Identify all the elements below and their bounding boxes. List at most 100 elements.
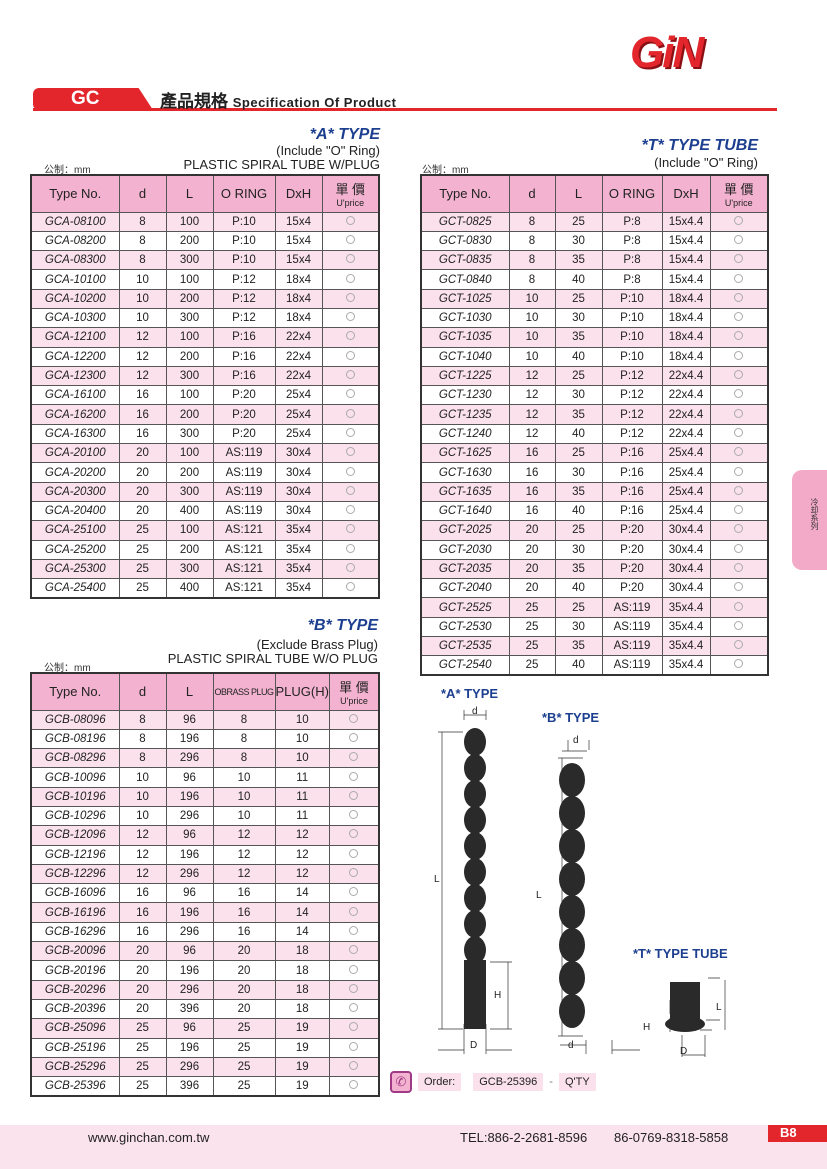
price-cell[interactable]: [709, 269, 769, 290]
price-cell[interactable]: [328, 941, 380, 962]
price-cell[interactable]: [709, 443, 769, 464]
price-cell[interactable]: [321, 385, 380, 406]
price-cell[interactable]: [709, 404, 769, 425]
type-no-cell: GCT-1625: [420, 443, 510, 464]
price-cell[interactable]: [709, 385, 769, 406]
price-cell[interactable]: [321, 539, 380, 560]
price-cell[interactable]: [709, 307, 769, 329]
price-cell[interactable]: [328, 844, 380, 865]
price-cell[interactable]: [328, 1076, 380, 1097]
price-cell[interactable]: [328, 979, 380, 1000]
type-no-cell: GCA-16300: [30, 423, 120, 445]
footer-website[interactable]: www.ginchan.com.tw: [88, 1130, 210, 1145]
price-cell[interactable]: [709, 500, 769, 522]
table-cell: 10: [508, 346, 556, 367]
price-cell[interactable]: [321, 269, 380, 290]
price-cell[interactable]: [321, 520, 380, 541]
price-cell[interactable]: [321, 578, 380, 599]
price-cell[interactable]: [321, 288, 380, 309]
price-cell[interactable]: [321, 443, 380, 464]
table-cell: 10: [274, 728, 330, 750]
table-cell: 20: [118, 941, 167, 962]
price-cell[interactable]: [321, 423, 380, 445]
type-no-cell: GCB-20396: [30, 998, 120, 1020]
type-no-cell: GCT-0825: [420, 211, 510, 232]
price-cell[interactable]: [709, 597, 769, 618]
price-circle-icon: [345, 543, 355, 553]
price-cn: 單 價: [339, 680, 369, 696]
price-cell[interactable]: [321, 327, 380, 348]
price-cell[interactable]: [709, 327, 769, 348]
price-cell[interactable]: [328, 748, 380, 769]
price-cell[interactable]: [328, 960, 380, 981]
price-cell[interactable]: [328, 728, 380, 750]
price-cell[interactable]: [321, 250, 380, 271]
price-cell[interactable]: [709, 558, 769, 580]
price-cell[interactable]: [709, 346, 769, 367]
price-cell[interactable]: [321, 365, 380, 387]
price-cell[interactable]: [328, 709, 380, 730]
price-cell[interactable]: [321, 462, 380, 483]
price-cell[interactable]: [709, 365, 769, 387]
table-cell: 300: [165, 481, 214, 502]
table-cell: P:20: [601, 539, 663, 560]
table-cell: 30x4: [274, 481, 323, 502]
price-circle-icon: [734, 427, 744, 437]
price-cell[interactable]: [709, 230, 769, 252]
price-cell[interactable]: [328, 902, 380, 923]
table-cell: 10: [508, 288, 556, 309]
table-cell: 12: [118, 825, 167, 846]
price-cell[interactable]: [709, 423, 769, 445]
table-cell: 25: [118, 1037, 167, 1058]
table-cell: 300: [165, 250, 214, 271]
price-cell[interactable]: [709, 616, 769, 638]
price-cell[interactable]: [709, 481, 769, 502]
price-cell[interactable]: [321, 211, 380, 232]
type-no-cell: GCT-2535: [420, 636, 510, 657]
price-cell[interactable]: [328, 921, 380, 943]
price-cell[interactable]: [328, 1056, 380, 1078]
table-t-type: Type No. d L O RING DxH 單 價 U'price GCT-0825 8 25…: [420, 174, 769, 677]
table-cell: 15x4.4: [661, 250, 711, 271]
table-cell: 20: [118, 500, 167, 522]
price-cell[interactable]: [709, 539, 769, 560]
type-no-cell: GCB-25196: [30, 1037, 120, 1058]
price-cell[interactable]: [321, 404, 380, 425]
side-tab-cooling-series[interactable]: 冷却系列: [792, 470, 827, 570]
price-cell[interactable]: [328, 863, 380, 885]
table-cell: 18x4.4: [661, 288, 711, 309]
b-type-heading: *B* TYPE: [307, 617, 378, 634]
price-circle-icon: [734, 331, 744, 341]
price-cell[interactable]: [321, 500, 380, 522]
table-cell: P:8: [601, 230, 663, 252]
price-cell[interactable]: [709, 655, 769, 676]
b-type-sub2: PLASTIC SPIRAL TUBE W/O PLUG: [167, 651, 378, 666]
table-cell: 196: [165, 960, 214, 981]
price-cell[interactable]: [328, 825, 380, 846]
price-cell[interactable]: [328, 1018, 380, 1039]
price-cell[interactable]: [328, 767, 380, 788]
price-cell[interactable]: [709, 636, 769, 657]
price-cell[interactable]: [709, 520, 769, 541]
table-cell: 15x4.4: [661, 230, 711, 252]
price-circle-icon: [345, 312, 355, 322]
price-cell[interactable]: [328, 1037, 380, 1058]
price-cell[interactable]: [709, 578, 769, 599]
type-no-cell: GCA-20300: [30, 481, 120, 502]
price-cell[interactable]: [328, 998, 380, 1020]
price-cell[interactable]: [321, 307, 380, 329]
price-cell[interactable]: [709, 462, 769, 483]
table-cell: 22x4.4: [661, 423, 711, 445]
price-cell[interactable]: [321, 481, 380, 502]
price-cell[interactable]: [328, 883, 380, 904]
price-cell[interactable]: [321, 230, 380, 252]
price-cell[interactable]: [709, 211, 769, 232]
table-cell: 25x4.4: [661, 443, 711, 464]
price-cell[interactable]: [321, 346, 380, 367]
price-cell[interactable]: [321, 558, 380, 580]
price-cell[interactable]: [709, 288, 769, 309]
price-cell[interactable]: [328, 786, 380, 807]
price-cell[interactable]: [328, 805, 380, 827]
price-cell[interactable]: [709, 250, 769, 271]
dim-H-t: H: [643, 1022, 650, 1033]
